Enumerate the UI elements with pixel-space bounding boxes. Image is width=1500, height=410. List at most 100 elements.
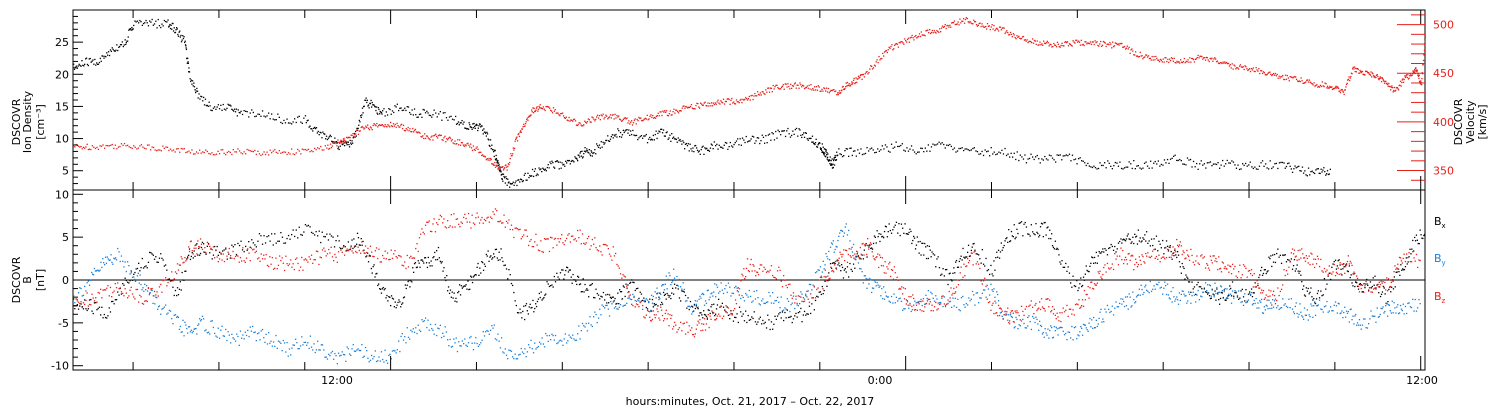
by-point: [476, 342, 478, 345]
ion-density-point: [466, 128, 468, 130]
bx-point: [1355, 281, 1357, 283]
velocity-point: [220, 149, 222, 151]
bx-point: [535, 305, 538, 308]
bx-point: [1391, 279, 1394, 281]
bx-point: [1155, 235, 1158, 237]
velocity-point: [729, 103, 731, 105]
by-point: [648, 301, 650, 304]
by-point: [460, 345, 462, 347]
ion-density-point: [767, 134, 769, 136]
bx-point: [272, 244, 274, 246]
bx-point: [479, 267, 481, 269]
bx-point: [1142, 237, 1144, 239]
ion-density-point: [421, 116, 423, 118]
ion-density-point: [617, 128, 619, 130]
bx-point: [1250, 288, 1253, 290]
bx-point: [425, 262, 428, 264]
bx-point: [872, 242, 875, 245]
ion-density-point: [661, 128, 663, 130]
ion-density-point: [638, 137, 640, 139]
velocity-point: [886, 51, 888, 54]
by-point: [1141, 288, 1143, 291]
velocity-point: [317, 147, 319, 149]
by-point: [469, 337, 471, 339]
ion-density-point: [1312, 171, 1315, 174]
bx-point: [1121, 242, 1123, 244]
by-point: [260, 330, 262, 332]
bx-point: [337, 235, 339, 237]
ion-density-point: [855, 155, 857, 157]
by-point: [758, 303, 760, 305]
ion-density-point: [468, 122, 470, 124]
by-point: [352, 344, 354, 346]
velocity-point: [573, 118, 576, 120]
ion-density-point: [832, 166, 834, 169]
ion-density-point: [670, 140, 672, 142]
by-point: [478, 344, 481, 346]
ion-density-point: [559, 161, 561, 163]
bx-point: [1313, 297, 1315, 300]
by-point: [199, 320, 202, 322]
bx-point: [949, 272, 951, 274]
bx-point: [419, 266, 421, 268]
velocity-point: [812, 87, 814, 90]
by-point: [617, 308, 619, 310]
ion-density-point: [172, 22, 174, 25]
bx-point: [1261, 266, 1263, 269]
by-point: [643, 300, 645, 302]
by-point: [130, 272, 132, 274]
bx-point: [1222, 296, 1224, 299]
velocity-point: [425, 135, 428, 137]
by-point: [970, 298, 972, 300]
by-point: [106, 256, 108, 258]
bx-point: [1192, 288, 1194, 290]
velocity-point: [561, 112, 563, 115]
by-point: [187, 332, 189, 334]
bx-point: [375, 273, 377, 275]
bx-point: [1402, 269, 1405, 271]
by-point: [795, 298, 797, 300]
by-point: [785, 308, 787, 310]
ion-density-point: [498, 164, 500, 166]
ion-density-point: [310, 128, 312, 130]
ion-density-point: [176, 28, 178, 30]
ion-density-point: [1096, 168, 1098, 170]
velocity-point: [811, 89, 813, 91]
ion-density-point: [312, 130, 314, 132]
velocity-point: [980, 25, 982, 28]
bx-point: [776, 315, 779, 317]
velocity-point: [1344, 89, 1346, 91]
by-point: [602, 305, 605, 308]
velocity-point: [1258, 68, 1260, 70]
ion-density-point: [802, 134, 804, 136]
ion-density-point: [381, 113, 383, 115]
ion-density-point: [464, 127, 466, 129]
by-point: [841, 230, 844, 232]
velocity-point: [1419, 81, 1421, 84]
bx-point: [211, 258, 213, 260]
ion-density-point: [1128, 161, 1130, 163]
bx-point: [962, 247, 964, 250]
ion-density-point: [739, 138, 741, 140]
ion-density-point: [124, 39, 126, 41]
ion-density-point: [232, 109, 234, 111]
by-point: [188, 326, 191, 328]
velocity-point: [942, 26, 945, 28]
velocity-point: [571, 119, 573, 121]
bx-point: [152, 254, 154, 256]
velocity-point: [791, 85, 794, 87]
ion-density-point: [990, 147, 992, 149]
ion-density-point: [187, 57, 189, 59]
by-point: [703, 304, 706, 306]
ion-density-point: [765, 135, 767, 137]
ion-density-point: [833, 164, 836, 166]
velocity-point: [1254, 70, 1256, 73]
bx-point: [1285, 261, 1288, 263]
by-point: [899, 297, 901, 299]
velocity-point: [1003, 27, 1005, 29]
velocity-point: [968, 22, 970, 24]
bx-point: [500, 248, 502, 250]
bx-point: [466, 288, 468, 290]
velocity-point: [324, 145, 326, 147]
velocity-point: [734, 103, 736, 105]
